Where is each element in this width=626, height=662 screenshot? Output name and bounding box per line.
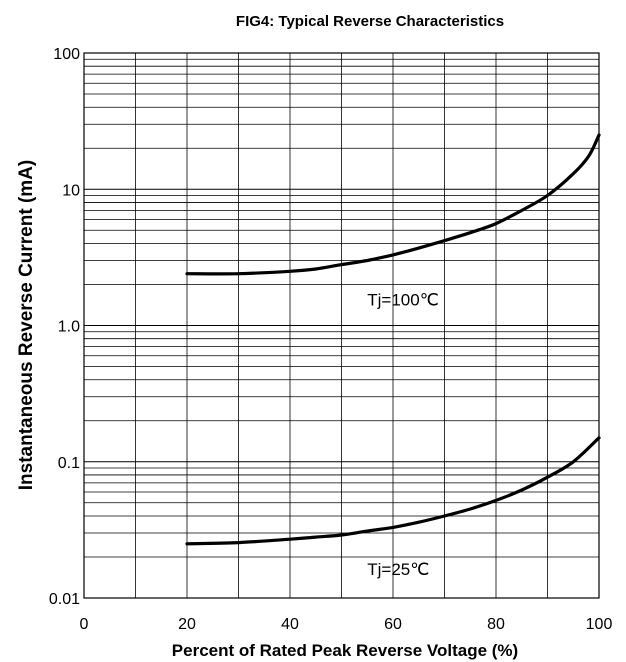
series-line-2 [185, 436, 601, 546]
x-tick-label: 60 [384, 616, 402, 633]
y-tick-label: 0.01 [49, 591, 80, 608]
series-line-1 [185, 133, 601, 276]
y-tick-label: 0.1 [58, 455, 80, 472]
series-annotation: Tj=25℃ [367, 560, 429, 579]
y-axis-label: Instantaneous Reverse Current (mA) [16, 160, 37, 490]
y-tick-labels: 100 10 1.0 0.1 0.01 [49, 46, 80, 608]
y-tick-label: 10 [62, 182, 80, 199]
annotations: Tj=100℃ Tj=25℃ [367, 291, 439, 579]
y-tick-label: 100 [53, 46, 80, 63]
series-group [185, 133, 601, 546]
x-tick-label: 100 [586, 616, 613, 633]
x-tick-labels: 0 20 40 60 80 100 [80, 616, 613, 633]
x-tick-label: 20 [178, 616, 196, 633]
y-tick-label: 1.0 [58, 319, 80, 336]
x-tick-label: 0 [80, 616, 89, 633]
chart-title: FIG4: Typical Reverse Characteristics [236, 13, 504, 30]
x-tick-label: 40 [281, 616, 299, 633]
plot-frame [83, 52, 600, 599]
x-axis-label: Percent of Rated Peak Reverse Voltage (%… [172, 641, 518, 660]
plot-grid [84, 53, 599, 598]
x-tick-label: 80 [487, 616, 505, 633]
series-annotation: Tj=100℃ [367, 291, 439, 310]
